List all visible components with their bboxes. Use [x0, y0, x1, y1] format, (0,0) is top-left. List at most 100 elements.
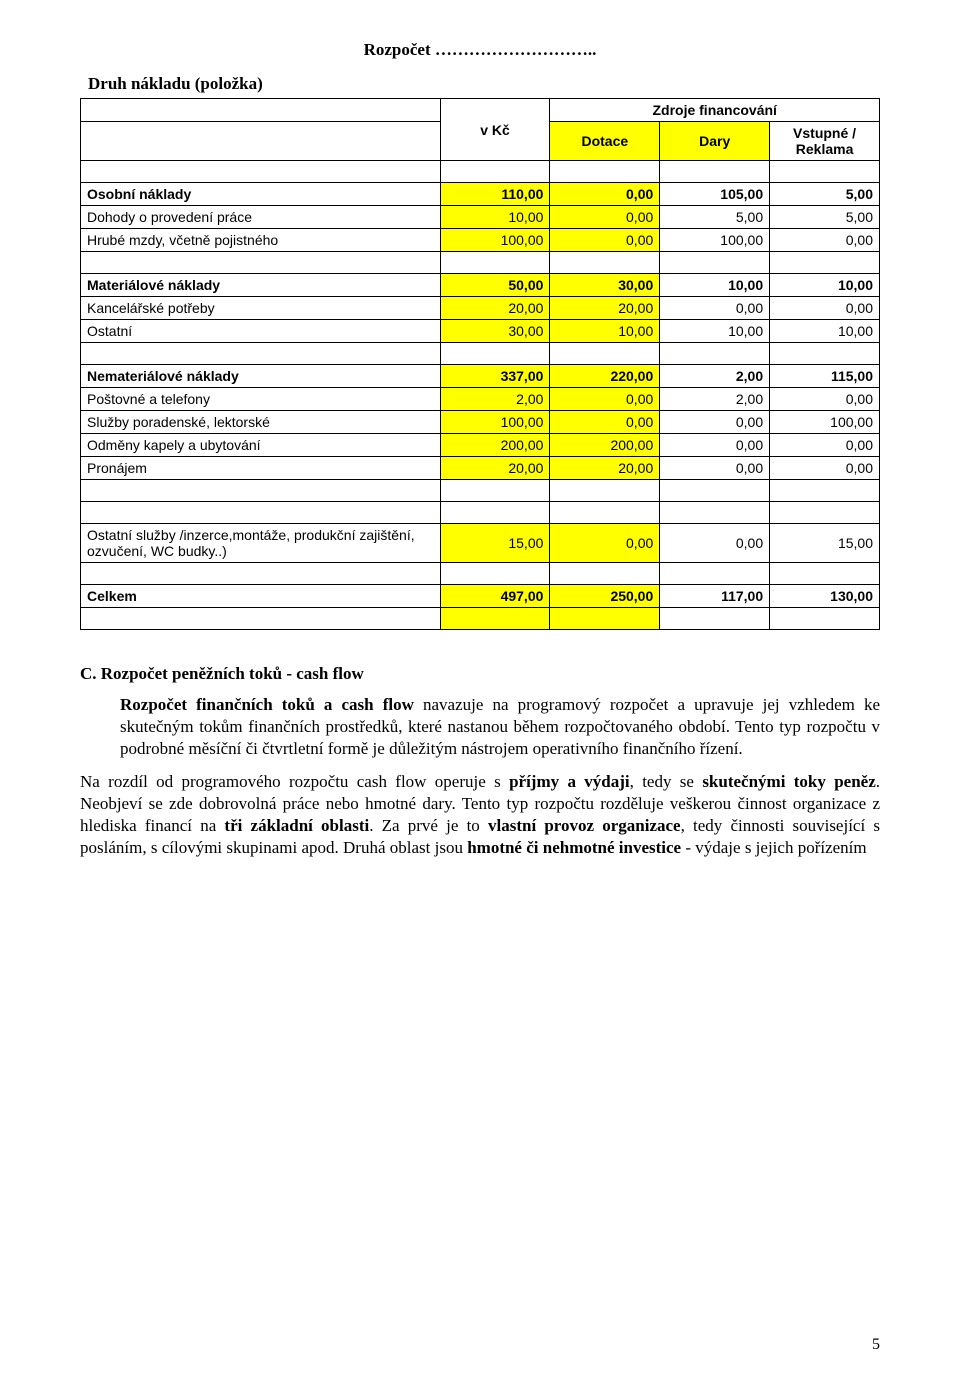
row-value: 0,00 [550, 388, 660, 411]
spacer-cell [770, 480, 880, 502]
row-value: 0,00 [660, 434, 770, 457]
row-value: 20,00 [550, 297, 660, 320]
spacer-cell [440, 480, 550, 502]
row-label: Celkem [81, 585, 441, 608]
row-value: 0,00 [770, 388, 880, 411]
table-corner [81, 99, 441, 122]
spacer-cell [550, 563, 660, 585]
row-value: 5,00 [770, 183, 880, 206]
row-value: 337,00 [440, 365, 550, 388]
row-value: 0,00 [550, 206, 660, 229]
row-value: 0,00 [770, 297, 880, 320]
spacer-cell [550, 502, 660, 524]
spacer-cell [660, 608, 770, 630]
p2-d: skutečnými toky peněz [702, 772, 875, 791]
row-value: 0,00 [550, 183, 660, 206]
spacer-cell [770, 502, 880, 524]
row-value: 0,00 [770, 457, 880, 480]
budget-table: v KčZdroje financováníDotaceDaryVstupné … [80, 98, 880, 630]
row-value: 0,00 [660, 297, 770, 320]
spacer-cell [660, 161, 770, 183]
spacer-cell [81, 252, 441, 274]
spacer-cell [550, 480, 660, 502]
row-value: 497,00 [440, 585, 550, 608]
row-value: 115,00 [770, 365, 880, 388]
spacer-cell [660, 502, 770, 524]
row-value: 0,00 [660, 457, 770, 480]
row-value: 2,00 [660, 365, 770, 388]
p2-b: příjmy a výdaji [509, 772, 630, 791]
row-value: 10,00 [440, 206, 550, 229]
row-value: 10,00 [660, 320, 770, 343]
spacer-cell [660, 343, 770, 365]
row-value: 0,00 [550, 229, 660, 252]
paragraph-1: Rozpočet finančních toků a cash flow nav… [80, 694, 880, 759]
spacer-cell [81, 502, 441, 524]
row-value: 200,00 [550, 434, 660, 457]
row-value: 20,00 [550, 457, 660, 480]
col-head-1: Dary [660, 122, 770, 161]
row-label: Služby poradenské, lektorské [81, 411, 441, 434]
row-label: Odměny kapely a ubytování [81, 434, 441, 457]
p2-g: . Za prvé je to [369, 816, 488, 835]
row-value: 5,00 [770, 206, 880, 229]
spacer-cell [440, 252, 550, 274]
row-value: 0,00 [660, 411, 770, 434]
row-value: 0,00 [550, 524, 660, 563]
row-value: 2,00 [440, 388, 550, 411]
row-value: 100,00 [440, 411, 550, 434]
spacer-cell [770, 343, 880, 365]
table-caption: Druh nákladu (položka) [88, 74, 880, 94]
row-value: 10,00 [550, 320, 660, 343]
spacer-cell [81, 563, 441, 585]
page-title: Rozpočet ……………………….. [80, 40, 880, 60]
page-number: 5 [872, 1336, 880, 1354]
p2-j: hmotné či nehmotné investice [467, 838, 681, 857]
row-value: 10,00 [770, 274, 880, 297]
spacer-cell [81, 343, 441, 365]
row-label: Pronájem [81, 457, 441, 480]
row-value: 30,00 [440, 320, 550, 343]
row-value: 105,00 [660, 183, 770, 206]
col-head-merged: Zdroje financování [550, 99, 880, 122]
row-value: 100,00 [440, 229, 550, 252]
spacer-cell [440, 608, 550, 630]
row-value: 15,00 [440, 524, 550, 563]
spacer-cell [660, 252, 770, 274]
section-c-heading: C. Rozpočet peněžních toků - cash flow [80, 664, 880, 684]
spacer-cell [770, 563, 880, 585]
row-label: Dohody o provedení práce [81, 206, 441, 229]
spacer-cell [550, 161, 660, 183]
spacer-cell [660, 563, 770, 585]
row-label: Nemateriálové náklady [81, 365, 441, 388]
spacer-cell [440, 343, 550, 365]
row-value: 50,00 [440, 274, 550, 297]
spacer-cell [770, 608, 880, 630]
row-label: Ostatní [81, 320, 441, 343]
p2-a: Na rozdíl od programového rozpočtu cash … [80, 772, 509, 791]
spacer-cell [81, 480, 441, 502]
row-value: 20,00 [440, 457, 550, 480]
p2-h: vlastní provoz organizace [488, 816, 681, 835]
row-label: Ostatní služby /inzerce,montáže, produkč… [81, 524, 441, 563]
row-label: Poštovné a telefony [81, 388, 441, 411]
row-value: 30,00 [550, 274, 660, 297]
col-head-vkc: v Kč [440, 99, 550, 161]
row-value: 0,00 [770, 229, 880, 252]
spacer-cell [550, 608, 660, 630]
row-value: 200,00 [440, 434, 550, 457]
paragraph-1-lead: Rozpočet finančních toků a cash flow [120, 695, 414, 714]
p2-f: tři základní oblasti [224, 816, 369, 835]
spacer-cell [770, 252, 880, 274]
row-label: Materiálové náklady [81, 274, 441, 297]
row-value: 20,00 [440, 297, 550, 320]
spacer-cell [550, 252, 660, 274]
row-value: 0,00 [660, 524, 770, 563]
row-value: 0,00 [770, 434, 880, 457]
p2-c: , tedy se [630, 772, 703, 791]
row-value: 100,00 [660, 229, 770, 252]
spacer-cell [81, 161, 441, 183]
row-value: 15,00 [770, 524, 880, 563]
row-value: 110,00 [440, 183, 550, 206]
col-head-2: Vstupné / Reklama [770, 122, 880, 161]
